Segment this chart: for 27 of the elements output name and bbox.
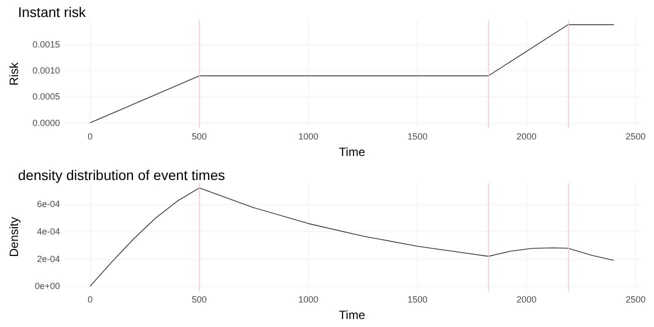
y-axis-title: Density — [7, 216, 21, 258]
y-tick-label: 0.0010 — [32, 66, 60, 76]
x-tick-label: 0 — [88, 132, 93, 142]
y-tick-label: 0.0005 — [32, 92, 60, 102]
y-tick-label: 6e-04 — [36, 199, 60, 210]
y-tick-label: 0.0015 — [32, 40, 60, 50]
y-tick-label: 4e-04 — [36, 226, 60, 236]
y-axis-title: Risk — [7, 61, 21, 86]
x-tick-label: 1000 — [298, 294, 318, 304]
x-tick-label: 0 — [88, 294, 93, 304]
x-tick-label: 2500 — [626, 294, 646, 304]
y-tick-label: 0.0000 — [32, 118, 60, 128]
x-tick-label: 2500 — [626, 132, 646, 142]
x-tick-label: 500 — [192, 294, 207, 304]
x-tick-label: 1500 — [407, 294, 428, 304]
x-tick-label: 1000 — [298, 132, 318, 142]
y-tick-label: 2e-04 — [36, 254, 60, 264]
x-tick-label: 1500 — [407, 132, 428, 142]
chart-title: density distribution of event times — [18, 167, 225, 183]
x-axis-title: Time — [338, 308, 366, 322]
chart-title: Instant risk — [18, 4, 87, 20]
x-tick-label: 2000 — [516, 132, 537, 142]
y-tick-label: 0e+00 — [34, 281, 60, 292]
line-series — [90, 188, 614, 286]
x-tick-label: 2000 — [516, 294, 537, 304]
x-tick-label: 500 — [192, 132, 207, 142]
x-axis-title: Time — [338, 145, 366, 159]
